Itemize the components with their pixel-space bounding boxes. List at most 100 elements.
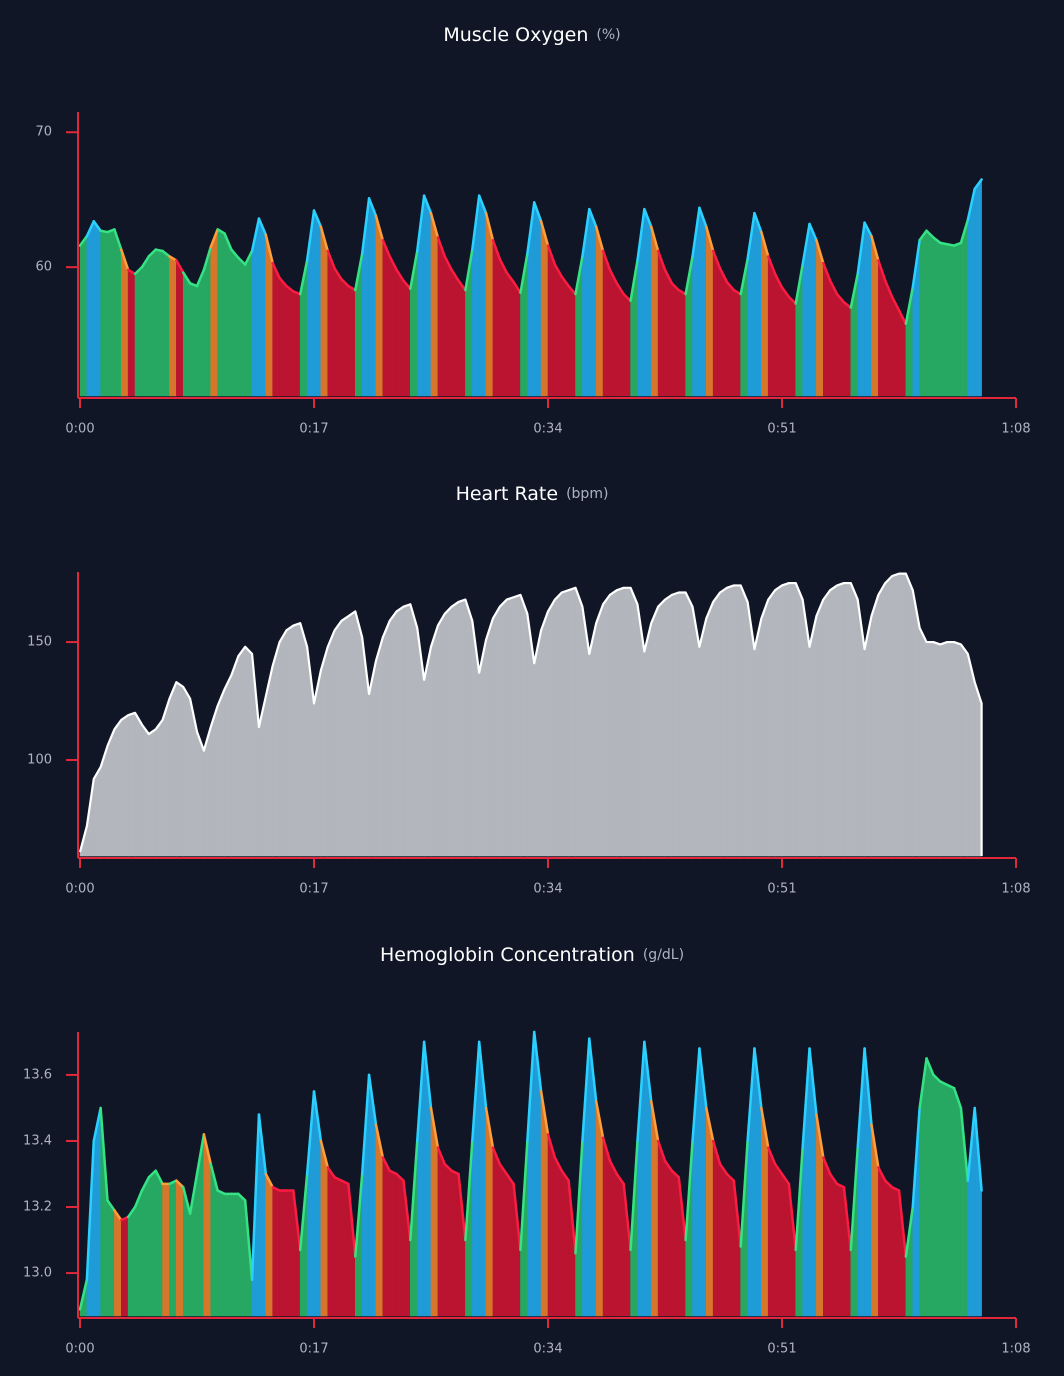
line-segment: [161, 249, 171, 258]
line-segment: [85, 1139, 96, 1281]
line-segment: [126, 1205, 137, 1219]
area-slice: [382, 240, 391, 397]
area-slice: [120, 1216, 129, 1317]
line-segment: [925, 1057, 935, 1077]
line-segment: [835, 292, 846, 304]
area-slice: [237, 256, 246, 397]
area-slice: [678, 289, 686, 397]
y-tick-label: 13.4: [23, 1133, 52, 1148]
area-slice: [120, 714, 129, 857]
line-segment: [567, 284, 577, 296]
area-slice: [244, 250, 253, 397]
area-slice: [93, 220, 101, 397]
area-slice: [272, 1186, 280, 1317]
line-segment: [237, 1192, 247, 1202]
area-slice: [258, 218, 267, 397]
line-segment: [539, 1090, 550, 1136]
area-slice: [155, 1170, 163, 1317]
line-segment: [594, 1100, 605, 1139]
area-slice: [926, 230, 934, 397]
area-slice: [644, 209, 652, 397]
line-segment: [794, 263, 804, 305]
area-slice: [341, 278, 349, 397]
line-segment: [546, 1133, 557, 1159]
chart-title: Hemoglobin Concentration (g/dL): [380, 944, 684, 966]
x-tick-label: 1:08: [1001, 1342, 1030, 1357]
area-slice: [822, 589, 831, 857]
line-segment: [932, 1073, 942, 1083]
area-slice: [293, 622, 301, 857]
area-slice: [155, 249, 163, 397]
line-segment: [243, 1199, 254, 1281]
area-slice: [671, 1169, 680, 1317]
line-segment: [402, 1179, 412, 1242]
area-slice: [616, 1173, 625, 1317]
area-slice: [733, 585, 742, 857]
line-segment: [223, 232, 233, 251]
line-segment: [760, 230, 770, 258]
line-segment: [519, 252, 529, 295]
area-slice: [644, 623, 652, 857]
area-slice: [437, 612, 446, 857]
line-segment: [904, 1205, 915, 1258]
line-segment: [684, 255, 694, 296]
area-slice: [774, 273, 783, 397]
area-slice: [568, 285, 576, 397]
line-segment: [608, 1159, 619, 1176]
area-slice: [575, 587, 583, 857]
area-slice: [898, 573, 907, 857]
area-slice: [127, 712, 136, 857]
area-slice: [960, 643, 969, 857]
line-segment: [505, 271, 515, 284]
area-slice: [348, 285, 356, 397]
area-slice: [120, 249, 129, 397]
area-slice: [430, 625, 439, 857]
area-slice: [451, 268, 459, 397]
line-segment: [567, 1179, 577, 1255]
line-segment: [815, 238, 825, 265]
area-slice: [547, 598, 556, 857]
line-segment: [175, 1179, 185, 1189]
line-segment: [326, 249, 336, 270]
line-segment: [209, 228, 219, 249]
line-segment: [601, 249, 612, 272]
line-segment: [374, 1123, 385, 1159]
area-slice: [733, 289, 742, 397]
area-slice: [148, 728, 157, 857]
line-segment: [354, 252, 364, 292]
line-segment: [512, 1182, 522, 1252]
area-slice: [458, 279, 466, 397]
area-slice: [754, 618, 762, 857]
line-segment: [911, 1106, 921, 1209]
line-segment: [409, 249, 419, 290]
line-segment: [808, 222, 818, 242]
line-segment: [498, 1162, 508, 1176]
line-segment: [725, 280, 736, 292]
line-segment: [760, 1106, 770, 1149]
area-slice: [809, 223, 817, 397]
line-segment: [154, 1169, 164, 1186]
line-segment: [140, 1176, 151, 1192]
line-segment: [264, 233, 274, 265]
line-segment: [601, 1136, 612, 1163]
area-slice: [974, 178, 982, 397]
area-slice: [595, 226, 604, 397]
area-slice: [561, 589, 569, 857]
area-slice: [293, 290, 301, 397]
area-slice: [864, 222, 872, 397]
area-slice: [162, 250, 170, 397]
line-segment: [78, 234, 89, 247]
area-slice: [719, 1163, 728, 1317]
line-segment: [732, 288, 742, 296]
area-slice: [712, 591, 721, 857]
line-segment: [677, 1176, 687, 1242]
line-segment: [526, 1030, 536, 1143]
x-tick-label: 0:00: [65, 1342, 94, 1357]
line-segment: [588, 1037, 598, 1103]
area-slice: [774, 1163, 783, 1317]
area-slice: [279, 277, 287, 397]
area-slice: [809, 616, 817, 857]
line-segment: [285, 284, 295, 293]
area-slice: [671, 592, 680, 857]
area-slice: [471, 620, 480, 857]
